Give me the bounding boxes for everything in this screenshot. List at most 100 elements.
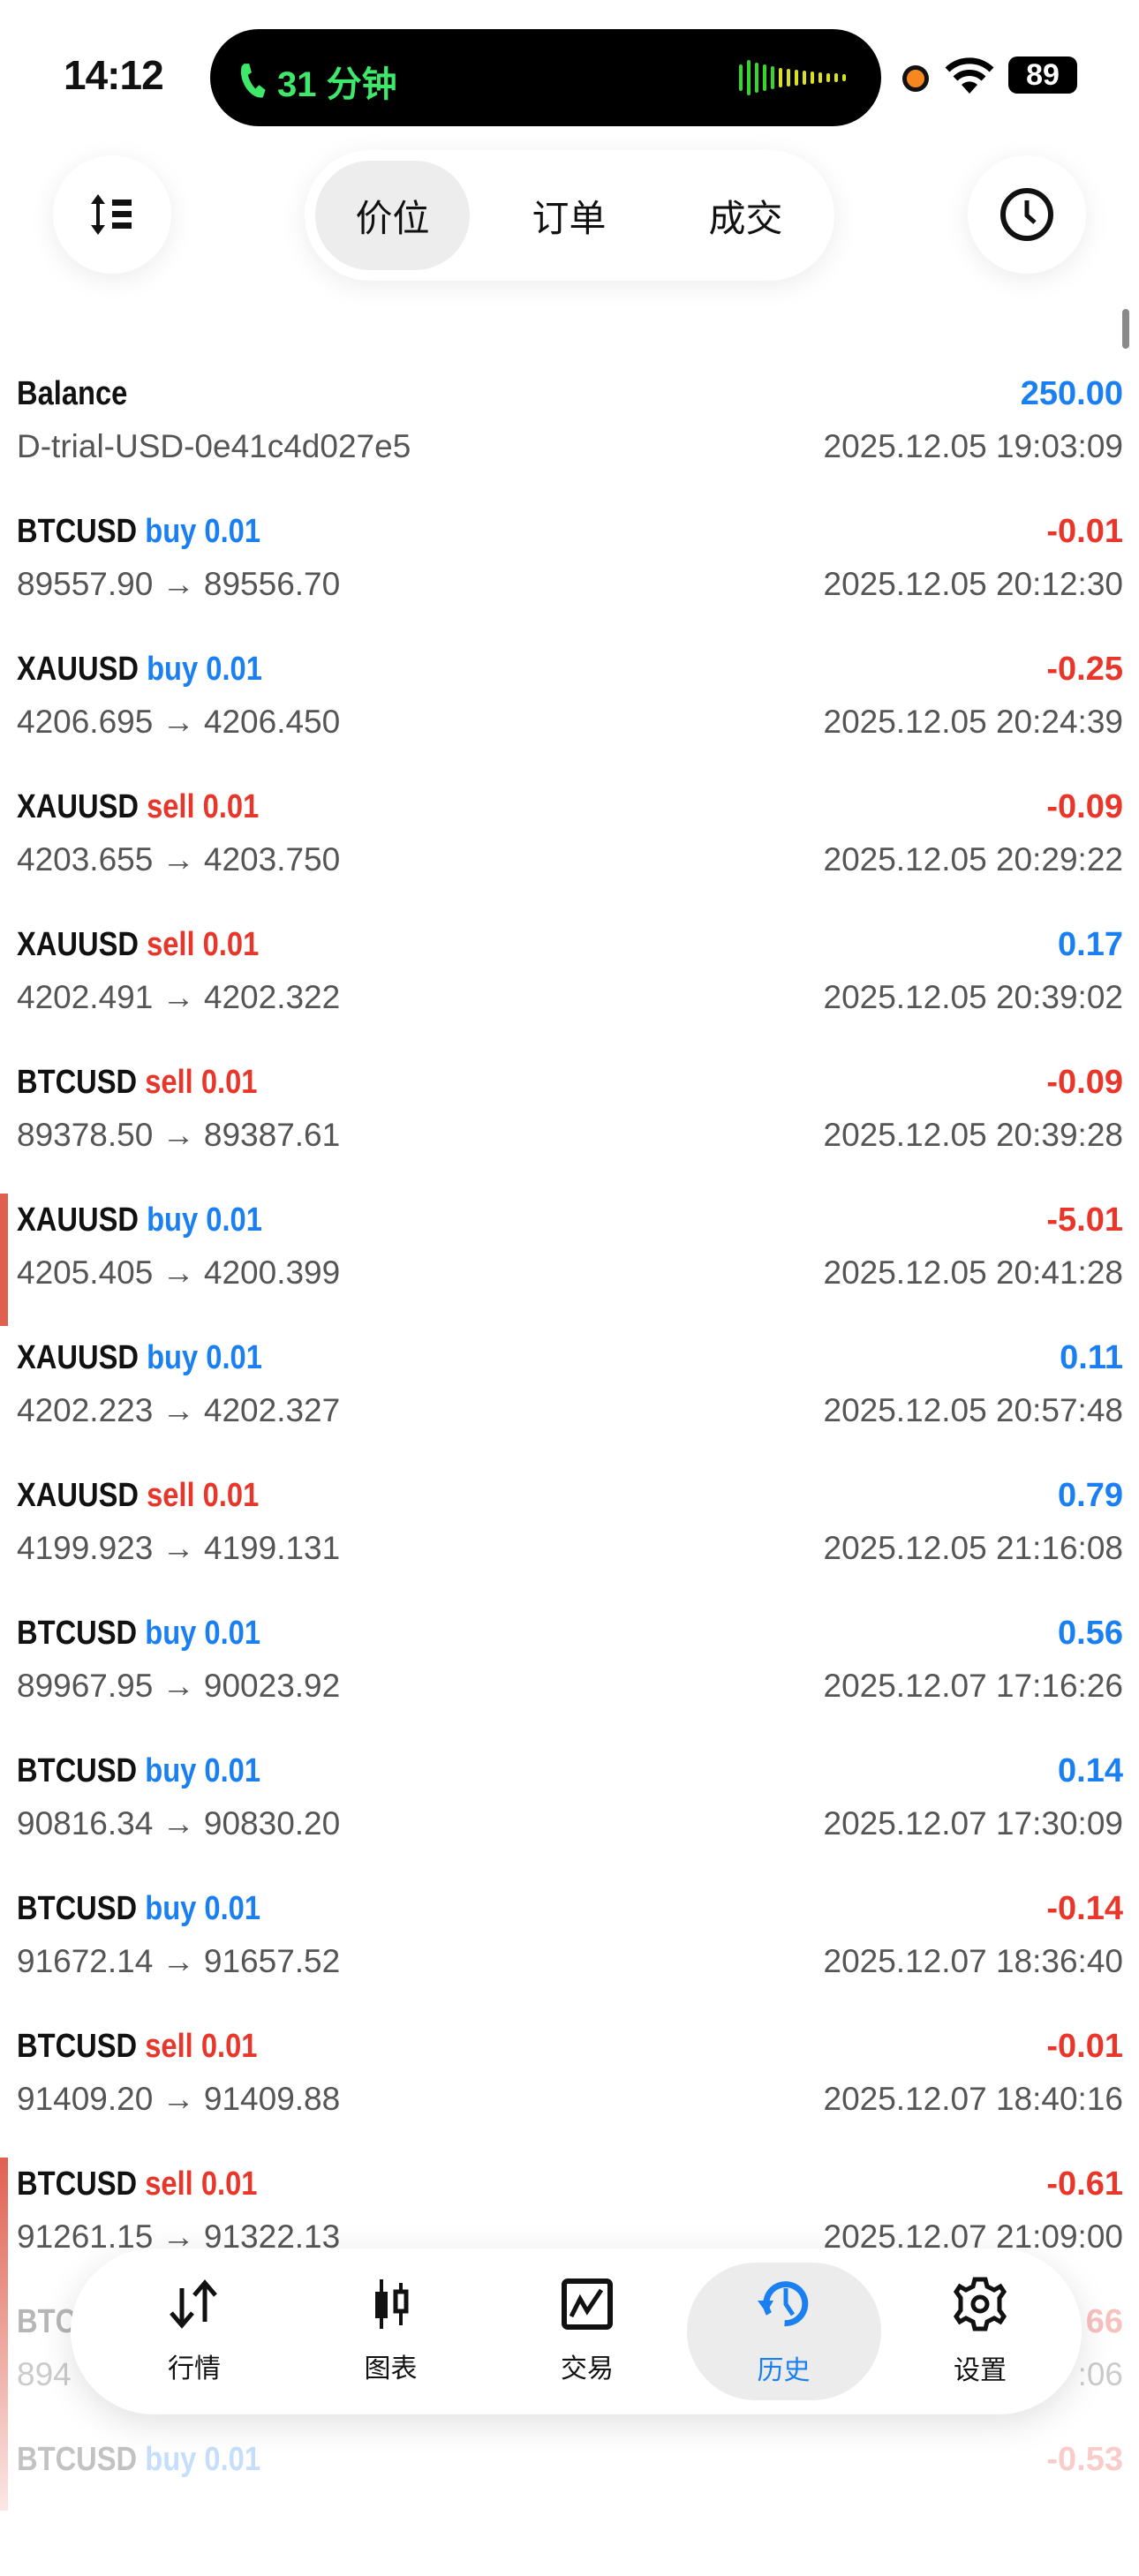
deal-side-volume: buy 0.01 [145,1614,261,1652]
deal-profit: -0.25 [1046,650,1123,688]
deal-row-header: BTCUSD buy 0.01 -0.01 [17,510,1123,553]
deal-side-volume: buy 0.01 [145,2440,261,2478]
deal-row[interactable]: BTCUSD buy 0.01 0.14 90816.34 → 90830.20 20… [0,1750,1139,1887]
deal-side-volume: buy 0.01 [145,1889,261,1927]
tab-orders[interactable]: 订单 [532,197,607,239]
deal-prices: 91409.20 → 91409.88 [17,2081,341,2117]
tab-history[interactable]: 历史 [686,2263,881,2400]
deal-side-volume: buy 0.01 [147,1338,262,1376]
deal-profit: -0.61 [1046,2165,1123,2203]
deal-row[interactable]: BTCUSD buy 0.01 -0.14 91672.14 → 91657.52 2… [0,1887,1139,2025]
deal-row[interactable]: BTCUSD sell 0.01 -0.01 91409.20 → 91409.88… [0,2025,1139,2163]
deal-symbol: BTCUSD [17,1614,138,1652]
deal-row-details: 4202.223 → 4202.327 2025.12.05 20:57:48 [17,1390,1123,1432]
deal-prices: 4199.923 → 4199.131 [17,1530,341,1566]
deal-side-volume: sell 0.01 [145,1063,258,1101]
deal-row[interactable]: BTCUSD buy 0.01 -0.01 89557.90 → 89556.70 2… [0,510,1139,648]
arrows-up-down-icon [166,2278,223,2338]
deal-prices: 4202.223 → 4202.327 [17,1392,341,1428]
bottom-tab-bar: 行情 图表 交易 历史 设置 [71,2248,1082,2414]
deal-profit: 0.17 [1058,925,1123,963]
deal-side-volume: sell 0.01 [147,1476,260,1514]
tab-gear[interactable]: 设置 [883,2263,1077,2400]
wave-bar [755,63,758,93]
tab-label: 历史 [757,2356,811,2385]
deal-symbol: XAUUSD [17,1201,140,1239]
deal-profit: 0.79 [1058,1476,1123,1514]
deal-time: 2025.12.05 20:12:30 [823,566,1124,602]
deal-time: 2025.12.05 20:39:02 [823,979,1124,1015]
deal-symbol: BTCUSD [17,2027,138,2065]
wifi-icon [945,57,994,94]
sort-list-icon [91,194,132,235]
deal-row[interactable]: BTCUSD buy 0.01 0.56 89967.95 → 90023.92 20… [0,1612,1139,1750]
deal-profit: -0.53 [1046,2440,1123,2478]
scrollbar[interactable] [1122,309,1129,349]
deal-side-volume: buy 0.01 [147,1201,262,1239]
deal-row[interactable]: XAUUSD sell 0.01 0.79 4199.923 → 4199.131 2… [0,1474,1139,1612]
battery-level: 89 [1008,56,1077,94]
account-id: D-trial-USD-0e41c4d027e5 [17,428,411,464]
deal-symbol: XAUUSD [17,925,140,963]
wave-bar [739,64,743,91]
sort-button[interactable] [53,155,171,274]
tab-label: 图表 [364,2354,418,2384]
call-indicator: 31 分钟 [237,56,397,107]
deal-side-volume: buy 0.01 [147,650,262,688]
deal-row[interactable]: XAUUSD buy 0.01 -5.01 4205.405 → 4200.399 2… [0,1199,1139,1337]
deal-row[interactable]: XAUUSD sell 0.01 -0.09 4203.655 → 4203.750… [0,786,1139,923]
deal-time: 2025.12.07 17:30:09 [823,1805,1124,1842]
tab-label: 交易 [561,2354,614,2384]
wave-bar [795,70,798,86]
audio-wave-icon [739,60,846,95]
deal-time: 2025.12.05 20:41:28 [823,1254,1124,1291]
balance-row[interactable]: Balance 250.00 D-trial-USD-0e41c4d027e5 20… [0,373,1139,510]
tab-arrows-up-down[interactable]: 行情 [97,2263,291,2400]
deal-row[interactable]: BTCUSD sell 0.01 -0.09 89378.50 → 89387.61… [0,1061,1139,1199]
deal-time: 2025.12.05 20:39:28 [823,1117,1124,1153]
deal-time: 2025.12.05 21:16:08 [823,1530,1124,1566]
phone-icon [240,64,266,98]
deal-symbol: BTCUSD [17,512,138,550]
deal-row[interactable]: XAUUSD buy 0.01 0.11 4202.223 → 4202.327 20… [0,1337,1139,1474]
deal-prices: 4203.655 → 4203.750 [17,841,341,877]
deal-row[interactable]: BTC 66 894:06 [0,2301,1139,2438]
segmented-control: 价位 订单 成交 [305,150,834,281]
wave-bar [842,74,846,81]
deal-prices: 89967.95 → 90023.92 [17,1668,341,1704]
candlestick-icon [369,2278,413,2338]
wave-bar [826,73,830,82]
deal-prices: 89378.50 → 89387.61 [17,1117,341,1153]
deal-row-header: BTCUSD buy 0.01 0.56 [17,1612,1123,1654]
wave-bar [787,69,790,87]
tab-positions[interactable]: 价位 [315,161,470,270]
deal-row[interactable]: XAUUSD buy 0.01 -0.25 4206.695 → 4206.450 2… [0,648,1139,786]
deal-title: XAUUSD sell 0.01 [17,926,259,964]
tab-candlestick[interactable]: 图表 [294,2263,488,2400]
deal-row-details: 4199.923 → 4199.131 2025.12.05 21:16:08 [17,1527,1123,1570]
history-period-button[interactable] [968,155,1086,274]
tab-label: 行情 [168,2354,221,2384]
wave-bar [818,72,822,83]
deal-title: BTCUSD buy 0.01 [17,2441,260,2479]
call-duration: 31 分钟 [277,65,397,104]
deal-symbol: XAUUSD [17,1476,140,1514]
trade-chart-icon [561,2278,614,2338]
deal-row-details: 4206.695 → 4206.450 2025.12.05 20:24:39 [17,701,1123,743]
deal-row[interactable]: XAUUSD sell 0.01 0.17 4202.491 → 4202.322 2… [0,923,1139,1061]
deal-side-volume: sell 0.01 [147,925,260,963]
deal-title: XAUUSD sell 0.01 [17,788,259,826]
tab-deals[interactable]: 成交 [708,197,783,239]
deal-symbol: XAUUSD [17,650,140,688]
deal-title: BTCUSD buy 0.01 [17,1752,260,1790]
deal-row-details: 91409.20 → 91409.88 2025.12.07 18:40:16 [17,2078,1123,2120]
deal-row-details: 90816.34 → 90830.20 2025.12.07 17:30:09 [17,1803,1123,1845]
deal-row[interactable]: BTCUSD buy 0.01 -0.53 [0,2438,1139,2576]
deal-title: XAUUSD sell 0.01 [17,1477,259,1515]
deal-row-header: XAUUSD sell 0.01 0.79 [17,1474,1123,1517]
deal-title: BTC [17,2303,76,2341]
deal-prices: 4202.491 → 4202.322 [17,979,341,1015]
dynamic-island-call[interactable]: 31 分钟 [210,29,881,126]
tab-trade-chart[interactable]: 交易 [490,2263,684,2400]
deal-time: 2025.12.05 20:24:39 [823,704,1124,740]
